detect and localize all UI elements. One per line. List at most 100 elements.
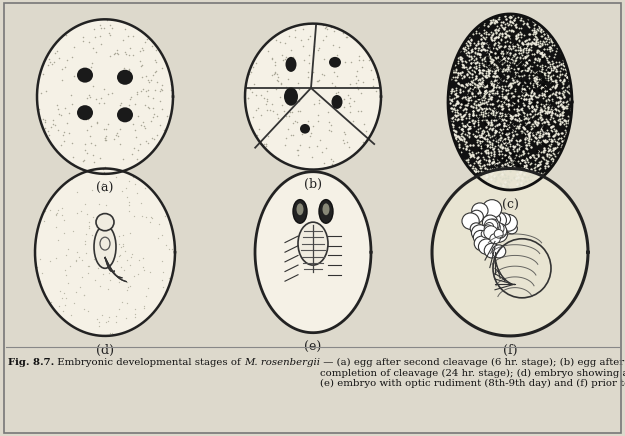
Point bbox=[479, 100, 489, 107]
Point bbox=[462, 72, 472, 78]
Point bbox=[285, 109, 295, 116]
Point bbox=[481, 131, 491, 138]
Point bbox=[525, 154, 535, 161]
Point bbox=[469, 133, 479, 140]
Point bbox=[486, 109, 496, 116]
Point bbox=[536, 32, 546, 39]
Point bbox=[489, 80, 499, 87]
Point bbox=[519, 170, 529, 177]
Point bbox=[512, 107, 522, 114]
Point bbox=[127, 150, 137, 157]
Point bbox=[527, 70, 537, 77]
Point bbox=[479, 56, 489, 63]
Point bbox=[61, 295, 71, 302]
Point bbox=[474, 162, 484, 169]
Point bbox=[516, 75, 526, 82]
Point bbox=[554, 116, 564, 123]
Point bbox=[346, 58, 356, 65]
Point bbox=[519, 124, 529, 131]
Point bbox=[519, 109, 529, 116]
Point bbox=[527, 114, 537, 121]
Point bbox=[546, 81, 556, 88]
Point bbox=[495, 66, 505, 73]
Point bbox=[499, 140, 509, 146]
Point bbox=[489, 41, 499, 48]
Point bbox=[446, 87, 456, 94]
Point bbox=[539, 39, 549, 46]
Point bbox=[506, 70, 516, 77]
Point bbox=[328, 41, 338, 48]
Point bbox=[552, 116, 562, 123]
Point bbox=[497, 103, 507, 110]
Point bbox=[546, 140, 556, 147]
Point bbox=[491, 106, 501, 113]
Point bbox=[529, 98, 539, 105]
Point bbox=[508, 58, 518, 65]
Point bbox=[168, 263, 178, 270]
Point bbox=[540, 92, 550, 99]
Point bbox=[546, 124, 556, 131]
Point bbox=[497, 53, 507, 60]
Point bbox=[537, 51, 547, 58]
Point bbox=[511, 152, 521, 159]
Point bbox=[470, 84, 480, 91]
Point bbox=[482, 149, 492, 156]
Point bbox=[68, 160, 78, 167]
Point bbox=[498, 51, 508, 58]
Point bbox=[482, 52, 492, 59]
Point bbox=[320, 25, 330, 32]
Point bbox=[456, 136, 466, 143]
Point bbox=[313, 118, 323, 125]
Point bbox=[536, 139, 546, 146]
Point bbox=[448, 118, 458, 125]
Point bbox=[547, 80, 557, 87]
Point bbox=[533, 152, 543, 159]
Point bbox=[314, 97, 324, 104]
Point bbox=[485, 166, 495, 173]
Point bbox=[121, 48, 131, 55]
Point bbox=[548, 67, 558, 74]
Point bbox=[484, 20, 494, 27]
Point bbox=[532, 78, 542, 85]
Point bbox=[523, 16, 533, 23]
Point bbox=[535, 132, 545, 139]
Point bbox=[563, 101, 573, 108]
Point bbox=[514, 145, 524, 152]
Point bbox=[529, 164, 539, 170]
Point bbox=[500, 51, 510, 58]
Point bbox=[484, 60, 494, 67]
Point bbox=[161, 242, 171, 249]
Point bbox=[485, 45, 495, 52]
Point bbox=[521, 44, 531, 51]
Point bbox=[561, 86, 571, 93]
Point bbox=[458, 55, 468, 62]
Point bbox=[516, 79, 526, 86]
Point bbox=[496, 181, 506, 187]
Point bbox=[513, 97, 523, 104]
Point bbox=[488, 44, 498, 51]
Point bbox=[158, 87, 168, 94]
Point bbox=[503, 121, 513, 128]
Point bbox=[486, 109, 496, 116]
Point bbox=[498, 86, 508, 93]
Point bbox=[462, 70, 472, 77]
Point bbox=[263, 48, 273, 54]
Point bbox=[473, 46, 483, 53]
Point bbox=[509, 163, 519, 170]
Point bbox=[527, 78, 537, 85]
Point bbox=[306, 132, 316, 139]
Point bbox=[499, 93, 509, 100]
Point bbox=[508, 89, 518, 96]
Point bbox=[511, 21, 521, 28]
Point bbox=[471, 54, 481, 61]
Point bbox=[486, 20, 496, 27]
Point bbox=[144, 104, 154, 111]
Point bbox=[476, 170, 486, 177]
Point bbox=[518, 67, 528, 74]
Point bbox=[473, 167, 483, 174]
Point bbox=[481, 108, 491, 115]
Point bbox=[520, 114, 530, 121]
Point bbox=[522, 68, 532, 75]
Point bbox=[554, 61, 564, 68]
Point bbox=[488, 16, 498, 23]
